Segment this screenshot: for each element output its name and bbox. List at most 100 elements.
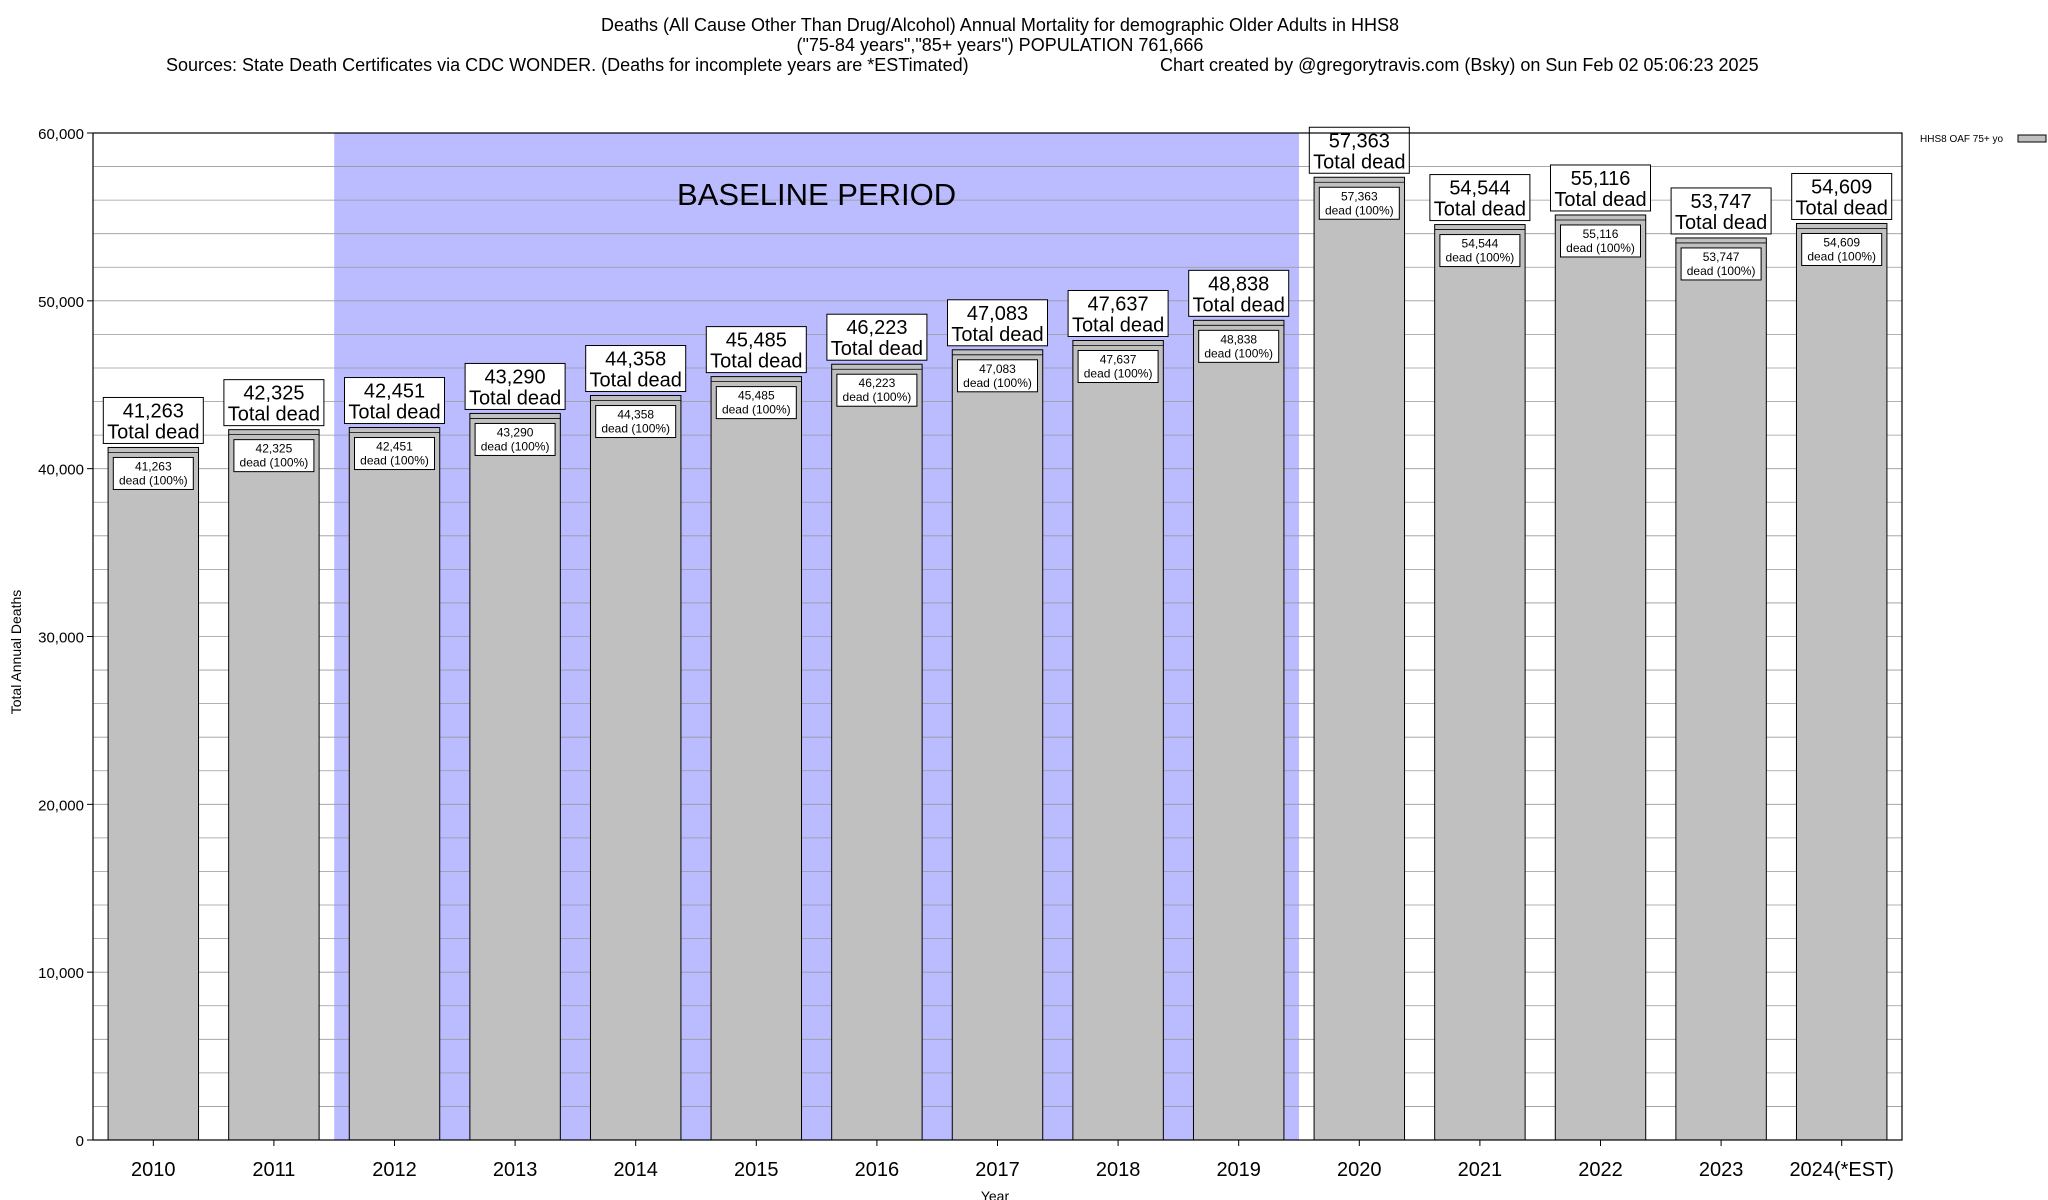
- bar-2020: [1313, 176, 1406, 1141]
- inner-percent-label: dead (100%): [360, 454, 429, 468]
- inner-value-label: 53,747: [1703, 250, 1740, 264]
- bar-2021: [1434, 224, 1526, 1141]
- top-label-box: [344, 377, 445, 425]
- bar-2022: [1554, 214, 1647, 1141]
- inner-label-box: [957, 359, 1038, 393]
- inner-percent-label: dead (100%): [1325, 203, 1394, 217]
- inner-label-box: [1680, 247, 1762, 281]
- top-value-label: 55,116: [1571, 168, 1631, 190]
- inner-percent-label: dead (100%): [1084, 366, 1153, 380]
- y-tick-label: 60,000: [38, 126, 84, 143]
- inner-percent-label: dead (100%): [1807, 249, 1876, 263]
- inner-value-label: 44,358: [617, 408, 654, 422]
- x-tick-label: 2023: [1699, 1159, 1744, 1181]
- baseline-period-label: BASELINE PERIOD: [677, 177, 956, 212]
- bar-2015: [710, 376, 803, 1141]
- top-value-label: 46,223: [846, 317, 907, 339]
- bar-2016: [831, 363, 923, 1141]
- inner-label-box: [354, 437, 435, 471]
- inner-label-box: [595, 405, 677, 439]
- inner-percent-label: dead (100%): [1566, 241, 1635, 255]
- top-value-label: 54,544: [1449, 178, 1510, 200]
- top-label-box: [223, 379, 325, 427]
- chart-credit: Chart created by @gregorytravis.com (Bsk…: [1160, 55, 1759, 75]
- x-tick-label: 2013: [493, 1159, 538, 1181]
- bar-2019: [1192, 319, 1285, 1141]
- top-label-box: [1067, 289, 1169, 337]
- y-tick-label: 20,000: [38, 797, 84, 814]
- inner-label-box: [1439, 234, 1521, 268]
- inner-label-box: [112, 456, 194, 490]
- chart-header: Deaths (All Cause Other Than Drug/Alcoho…: [166, 15, 1759, 75]
- inner-value-label: 43,290: [497, 425, 534, 439]
- bar-2018: [1072, 339, 1164, 1141]
- bar-2014: [589, 395, 682, 1141]
- top-total-label: Total dead: [107, 421, 199, 443]
- y-tick-label: 50,000: [38, 294, 84, 311]
- inner-value-label: 54,609: [1823, 235, 1860, 249]
- inner-percent-label: dead (100%): [601, 422, 670, 436]
- top-total-label: Total dead: [710, 351, 802, 373]
- inner-value-label: 54,544: [1462, 237, 1499, 251]
- bar-2012: [348, 427, 441, 1141]
- inner-percent-label: dead (100%): [722, 403, 791, 417]
- y-tick-label: 10,000: [38, 965, 84, 982]
- bar-2011: [228, 429, 320, 1141]
- x-tick-label: 2015: [734, 1159, 779, 1181]
- x-tick-label: 2018: [1096, 1159, 1141, 1181]
- inner-label-box: [1801, 232, 1883, 266]
- top-total-label: Total dead: [1434, 199, 1526, 221]
- top-label-box: [1670, 187, 1772, 235]
- inner-label-box: [836, 373, 918, 407]
- top-label-box: [585, 345, 687, 393]
- x-tick-label: 2016: [855, 1159, 900, 1181]
- top-label-box: [947, 299, 1048, 347]
- inner-value-label: 42,451: [376, 440, 413, 454]
- inner-percent-label: dead (100%): [119, 473, 188, 487]
- top-total-label: Total dead: [469, 387, 561, 409]
- top-label-box: [464, 362, 566, 410]
- legend-swatch: [2017, 134, 2047, 143]
- x-tick-label: 2010: [131, 1159, 176, 1181]
- top-value-label: 42,325: [243, 383, 304, 405]
- inner-label-box: [233, 439, 315, 473]
- top-value-label: 47,083: [967, 303, 1028, 325]
- bar-2010: [107, 446, 200, 1141]
- inner-value-label: 55,116: [1583, 227, 1619, 241]
- inner-percent-label: dead (100%): [843, 390, 912, 404]
- inner-percent-label: dead (100%): [1687, 264, 1756, 278]
- top-label-box: [826, 313, 928, 361]
- inner-value-label: 57,363: [1341, 189, 1378, 203]
- top-value-label: 53,747: [1691, 191, 1752, 213]
- inner-percent-label: dead (100%): [240, 456, 309, 470]
- top-total-label: Total dead: [590, 370, 682, 392]
- top-value-label: 45,485: [726, 330, 787, 352]
- y-axis-label: Total Annual Deaths: [8, 590, 24, 715]
- bar-2023: [1675, 237, 1767, 1141]
- top-total-label: Total dead: [1193, 294, 1285, 316]
- top-value-label: 54,609: [1811, 176, 1872, 198]
- top-value-label: 48,838: [1208, 273, 1269, 295]
- x-tick-label: 2019: [1216, 1159, 1261, 1181]
- x-tick-label: 2014: [613, 1159, 658, 1181]
- inner-label-box: [1560, 224, 1641, 258]
- x-tick-label: 2017: [975, 1159, 1020, 1181]
- x-tick-label: 2021: [1458, 1159, 1503, 1181]
- top-label-box: [1550, 164, 1651, 212]
- x-tick-label: 2011: [252, 1159, 295, 1181]
- top-label-box: [102, 396, 204, 444]
- top-label-box: [1791, 172, 1893, 220]
- inner-label-box: [715, 386, 797, 420]
- inner-value-label: 41,263: [135, 459, 172, 473]
- inner-value-label: 47,083: [979, 362, 1016, 376]
- legend-label: HHS8 OAF 75+ yo: [1920, 134, 2004, 145]
- x-tick-label: 2012: [372, 1159, 417, 1181]
- bar-2013: [469, 412, 561, 1141]
- top-value-label: 47,637: [1088, 293, 1149, 315]
- top-total-label: Total dead: [951, 324, 1043, 346]
- inner-label-box: [1318, 186, 1400, 220]
- chart-sources: Sources: State Death Certificates via CD…: [166, 55, 969, 75]
- inner-percent-label: dead (100%): [963, 376, 1032, 390]
- x-tick-label: 2022: [1578, 1159, 1623, 1181]
